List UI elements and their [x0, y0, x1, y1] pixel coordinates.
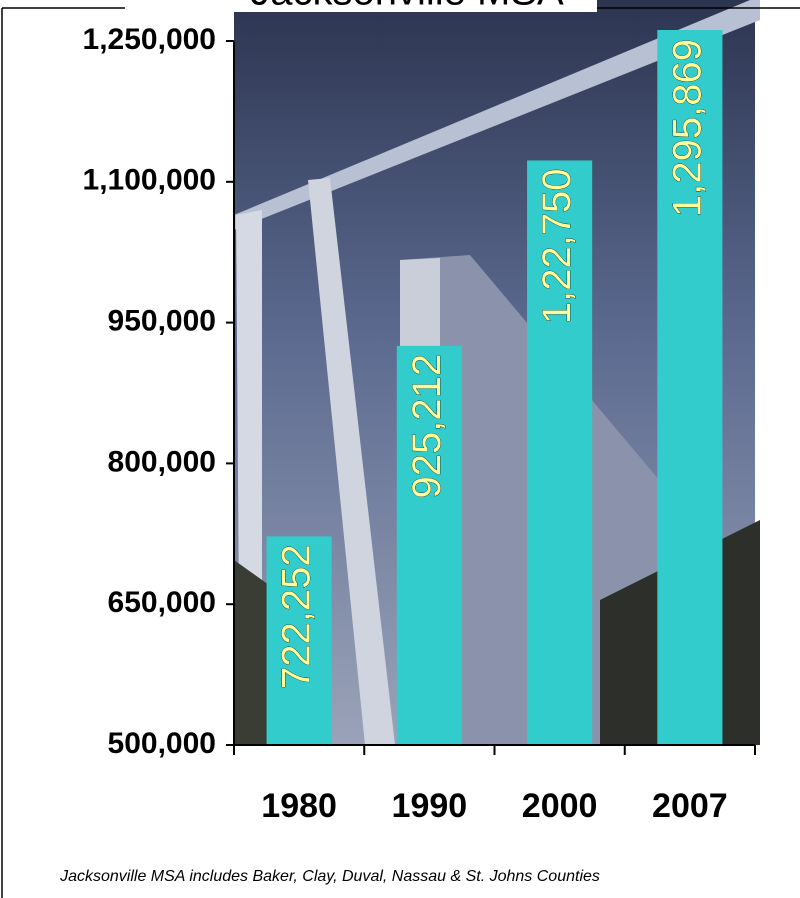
bar [396, 345, 462, 745]
x-tick-label: 2007 [652, 787, 728, 825]
y-tick-label: 950,000 [108, 305, 216, 338]
bar [527, 160, 593, 745]
bars [266, 30, 723, 745]
y-tick-label: 800,000 [108, 445, 216, 478]
value-label: 1,295,869 [665, 39, 709, 217]
y-tick-label: 500,000 [108, 727, 216, 760]
y-tick-label: 650,000 [108, 586, 216, 619]
bar [657, 30, 723, 745]
y-tick-label: 1,100,000 [83, 164, 216, 197]
chart-title: Jacksonville MSA [250, 0, 564, 14]
bar [266, 536, 332, 745]
title-bg [125, 0, 597, 12]
y-tick-label: 1,250,000 [83, 23, 216, 56]
x-tick-label: 2000 [522, 787, 598, 825]
value-label: 925,212 [405, 354, 449, 499]
footnote: Jacksonville MSA includes Baker, Clay, D… [59, 868, 600, 885]
x-tick-label: 1990 [392, 787, 468, 825]
x-tick-label: 1980 [261, 787, 337, 825]
value-label: 1,22,750 [535, 168, 579, 324]
value-label: 722,252 [275, 544, 319, 689]
